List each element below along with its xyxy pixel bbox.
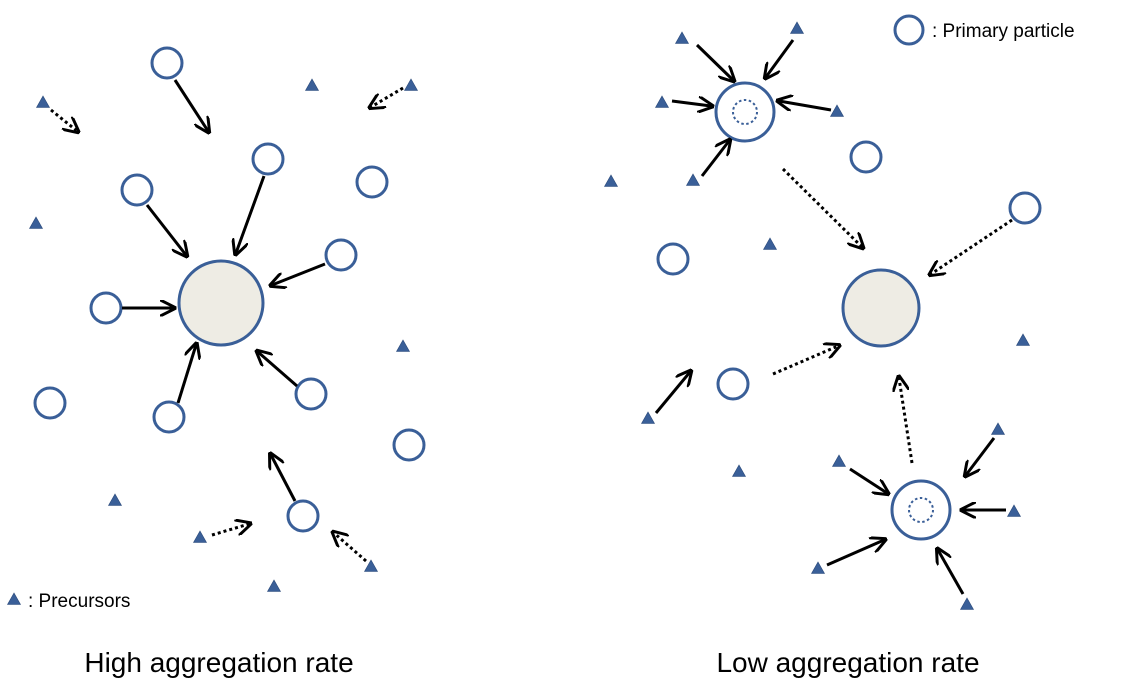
arrow-solid	[654, 372, 690, 414]
precursor-triangle-icon	[790, 21, 804, 34]
dotted-arrows-high	[50, 86, 404, 563]
arrow-solid	[272, 262, 326, 285]
arrow-solid	[779, 101, 832, 112]
precursor-triangle-icon	[732, 464, 746, 477]
precursor-triangle-icon	[305, 78, 319, 91]
primary-particle	[1008, 191, 1042, 225]
panel-caption-high: High aggregation rate	[84, 647, 353, 678]
precursor-legend-icon	[7, 592, 21, 605]
precursor-triangle-icon	[36, 95, 50, 108]
precursor-triangle-icon	[604, 174, 618, 187]
solid-arrows-high	[122, 79, 326, 502]
arrow-solid	[176, 345, 196, 404]
solid-arrows-low	[654, 39, 1006, 595]
arrow-solid	[826, 540, 884, 567]
arrow-solid	[236, 175, 266, 253]
primary-particle	[152, 400, 186, 434]
legend-primary-particle-label: : Primary particle	[932, 21, 1075, 42]
precursor-triangle-icon	[830, 104, 844, 117]
precursor-triangle-icon	[364, 559, 378, 572]
legend-primary-particle: : Primary particle	[893, 14, 1075, 46]
panel-high-aggregation: High aggregation rate	[29, 46, 426, 678]
precursor-triangle-icon	[686, 173, 700, 186]
dotted-arrows-low	[772, 167, 1013, 464]
primary-particle	[355, 165, 389, 199]
primary-particle	[251, 142, 285, 176]
arrow-solid	[700, 141, 729, 177]
arrow-dotted	[334, 533, 367, 563]
precursor-triangle-icon	[396, 339, 410, 352]
arrow-dotted	[371, 86, 404, 107]
precursor-triangle-icon	[675, 31, 689, 44]
precursor-triangle-icon	[404, 78, 418, 91]
precursor-triangle-icon	[991, 422, 1005, 435]
primary-particle	[33, 386, 67, 420]
panel-caption-low: Low aggregation rate	[716, 647, 979, 678]
precursor-triangle-icon	[655, 95, 669, 108]
arrow-dotted	[931, 218, 1013, 274]
growing-nucleus	[890, 479, 952, 541]
arrow-dotted	[899, 378, 914, 464]
primary-particles-high	[33, 46, 426, 533]
large-particle	[841, 268, 921, 348]
precursor-triangle-icon	[960, 597, 974, 610]
arrow-solid	[271, 455, 297, 502]
arrow-solid	[966, 437, 996, 475]
arrow-solid	[671, 101, 711, 106]
arrow-solid	[145, 204, 186, 255]
primary-particle	[120, 173, 154, 207]
arrow-solid	[849, 467, 887, 493]
growing-nucleus	[714, 81, 776, 143]
primary-particle	[150, 46, 184, 80]
precursor-triangle-icon	[193, 530, 207, 543]
precursor-triangle-icon	[1016, 333, 1030, 346]
primary-particle	[286, 499, 320, 533]
primary-particle	[89, 291, 123, 325]
arrow-solid	[695, 43, 733, 80]
precursor-triangle-icon	[108, 493, 122, 506]
panel-low-aggregation: Low aggregation rate	[604, 21, 1042, 678]
arrow-dotted	[50, 108, 77, 131]
arrow-dotted	[772, 346, 838, 376]
precursor-triangle-icon	[29, 216, 43, 229]
primary-particle	[392, 428, 426, 462]
precursor-triangle-icon	[267, 579, 281, 592]
precursor-triangle-icon	[1007, 504, 1021, 517]
large-particle	[177, 259, 265, 347]
primary-particles-low	[656, 140, 1042, 401]
primary-particle	[849, 140, 883, 174]
primary-particle	[294, 377, 328, 411]
precursor-triangle-icon	[641, 411, 655, 424]
legend-precursors: : Precursors	[7, 591, 130, 612]
arrow-solid	[258, 352, 298, 388]
primary-particle	[656, 242, 690, 276]
legend-precursors-label: : Precursors	[28, 591, 130, 612]
precursor-triangle-icon	[811, 561, 825, 574]
primary-particle	[324, 238, 358, 272]
arrow-solid	[766, 39, 795, 77]
precursor-triangle-icon	[832, 454, 846, 467]
arrow-solid	[938, 550, 965, 595]
primary-particle	[716, 367, 750, 401]
precursor-triangle-icon	[763, 237, 777, 250]
primary-particle-legend-icon	[893, 14, 925, 46]
arrow-dotted	[211, 524, 249, 537]
arrow-dotted	[781, 167, 862, 247]
arrow-solid	[173, 79, 208, 131]
precursors-low	[604, 21, 1030, 610]
